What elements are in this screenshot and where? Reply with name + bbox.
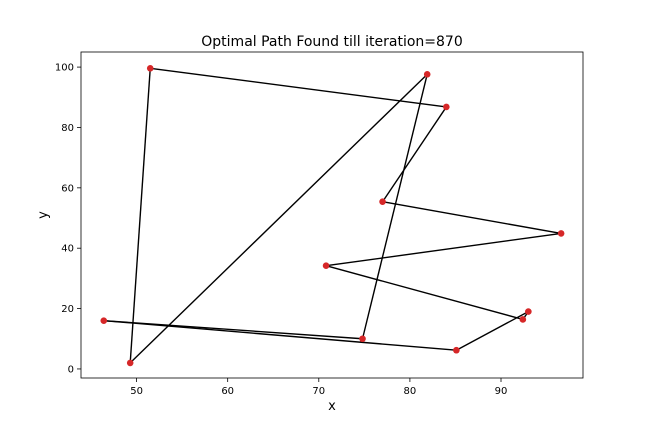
path-segment: [381, 106, 447, 203]
x-axis-label: x: [328, 399, 336, 414]
city-point: [423, 71, 431, 78]
path-lines: [103, 67, 562, 364]
path-points: [100, 65, 565, 367]
path-segment: [382, 201, 562, 235]
city-point: [322, 262, 330, 270]
path-segment: [103, 319, 457, 351]
path-segment: [325, 265, 524, 321]
city-point: [519, 316, 527, 323]
city-point: [557, 230, 565, 237]
y-tick-label: 60: [61, 183, 74, 194]
path-segment: [103, 319, 363, 340]
y-tick-label: 80: [61, 123, 74, 134]
y-axis: 0 20 40 60 80 100: [55, 63, 81, 375]
x-axis: 50 60 70 80 90: [130, 378, 507, 397]
city-point: [453, 346, 460, 354]
path-segment: [129, 73, 428, 364]
x-tick-label: 70: [312, 386, 325, 397]
path-segment: [456, 310, 529, 351]
city-point: [100, 317, 108, 324]
city-point: [443, 103, 450, 111]
path-segment: [361, 74, 428, 339]
y-tick-label: 100: [55, 63, 74, 74]
y-tick-label: 0: [68, 364, 74, 375]
y-axis-label: y: [36, 211, 51, 219]
x-tick-label: 50: [130, 386, 143, 397]
path-segment: [325, 232, 562, 267]
x-tick-label: 90: [495, 386, 508, 397]
x-tick-label: 60: [221, 386, 234, 397]
path-segment: [129, 68, 151, 363]
path-segment: [150, 67, 447, 108]
city-point: [126, 359, 134, 367]
y-tick-label: 20: [61, 304, 74, 315]
x-tick-label: 80: [404, 386, 417, 397]
city-point: [359, 335, 366, 343]
y-tick-label: 40: [61, 244, 74, 255]
plot-area: [80, 51, 584, 379]
city-point: [525, 308, 532, 315]
city-point: [379, 198, 386, 206]
city-point: [146, 65, 154, 72]
chart-title: Optimal Path Found till iteration=870: [201, 34, 462, 50]
